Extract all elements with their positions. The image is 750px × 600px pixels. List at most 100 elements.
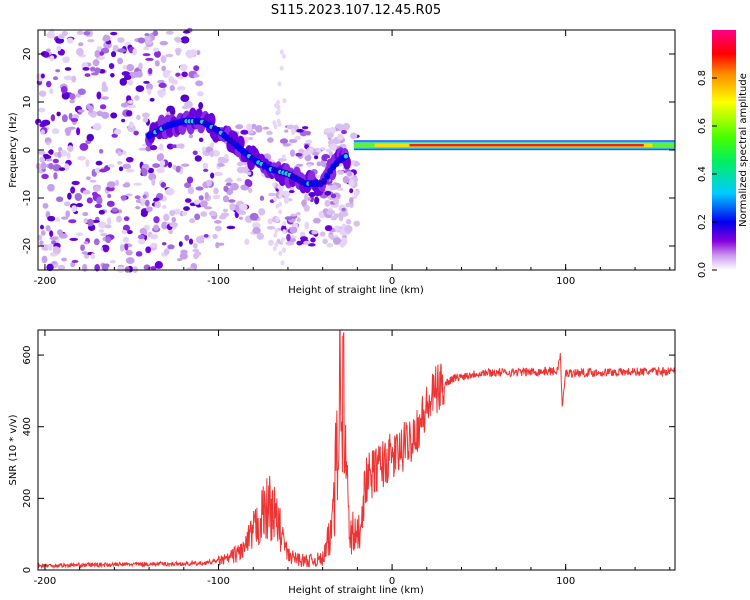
noise-blob: [189, 218, 196, 224]
noise-blob: [296, 211, 301, 216]
noise-blob: [282, 229, 287, 235]
noise-blob: [160, 55, 167, 64]
noise-blob: [63, 163, 70, 172]
noise-blob: [132, 48, 138, 56]
noise-blob: [117, 37, 125, 43]
noise-blob: [82, 263, 88, 272]
noise-blob: [209, 142, 215, 149]
noise-blob: [87, 39, 95, 43]
noise-blob: [153, 216, 160, 224]
ridge-peak: [343, 154, 349, 159]
noise-blob: [284, 129, 289, 133]
figure-title: S115.2023.107.12.45.R05: [271, 3, 441, 18]
noise-blob: [303, 204, 310, 212]
noise-blob: [189, 49, 198, 56]
noise-blob: [40, 230, 46, 236]
noise-blob: [38, 90, 47, 97]
noise-blob: [326, 132, 335, 139]
noise-blob: [113, 128, 122, 135]
noise-blob: [268, 192, 276, 197]
y-tick-label: 400: [22, 417, 33, 436]
noise-blob: [240, 129, 249, 135]
noise-blob: [134, 195, 141, 200]
noise-blob: [122, 236, 129, 243]
noise-blob: [192, 150, 198, 156]
noise-blob: [125, 168, 135, 173]
noise-blob: [329, 143, 337, 151]
noise-blob: [138, 62, 143, 70]
noise-blob: [146, 206, 153, 212]
noise-blob: [122, 224, 131, 232]
noise-blob: [61, 91, 70, 100]
noise-blob: [192, 248, 200, 253]
noise-blob: [341, 129, 347, 135]
noise-blob: [305, 130, 311, 136]
noise-blob: [195, 80, 204, 87]
noise-blob: [169, 209, 176, 217]
noise-blob: [86, 197, 93, 204]
noise-blob: [67, 145, 74, 153]
y-tick-label: 20: [22, 48, 33, 61]
noise-blob: [135, 85, 145, 93]
noise-blob: [102, 34, 111, 42]
noise-blob: [324, 225, 333, 232]
noise-blob: [311, 229, 319, 235]
noise-blob: [135, 251, 143, 257]
noise-blob: [46, 263, 54, 272]
noise-blob: [89, 66, 96, 72]
noise-blob: [198, 102, 204, 110]
colorbar-tick-label: 0.2: [697, 214, 708, 230]
noise-blob: [304, 221, 310, 230]
noise-blob: [60, 86, 68, 94]
noise-blob: [326, 209, 336, 216]
noise-blob: [45, 225, 51, 232]
snr-frame: [37, 329, 676, 571]
noise-blob: [83, 241, 89, 245]
noise-blob: [91, 219, 100, 223]
noise-blob: [197, 91, 204, 97]
noise-blob: [92, 123, 102, 131]
noise-blob: [282, 98, 287, 104]
noise-blob: [71, 180, 80, 186]
noise-blob: [94, 67, 101, 74]
noise-blob: [171, 144, 178, 148]
noise-blob: [46, 48, 51, 52]
noise-blob: [278, 250, 283, 256]
spectrogram-y-label: Frequency (Hz): [8, 112, 19, 188]
noise-blob: [159, 40, 169, 46]
noise-blob: [115, 179, 120, 186]
noise-blob: [82, 211, 89, 217]
noise-blob: [272, 182, 277, 188]
noise-blob: [87, 218, 94, 227]
noise-blob: [117, 150, 123, 157]
snr-panel: -200 -100 0 100 0 200 400 600 Height of straig…: [8, 329, 676, 596]
noise-blob: [55, 217, 61, 222]
noise-blob: [61, 114, 68, 123]
noise-blob: [127, 100, 134, 104]
noise-blob: [51, 261, 57, 265]
noise-blob: [96, 45, 103, 52]
noise-blob: [102, 245, 110, 253]
noise-blob: [177, 86, 186, 91]
noise-blob: [107, 193, 112, 199]
noise-blob: [225, 182, 232, 186]
noise-blob: [136, 70, 143, 78]
noise-blob: [83, 218, 88, 224]
noise-blob: [90, 253, 96, 260]
noise-blob: [75, 232, 84, 237]
x-tick-label: 100: [556, 276, 575, 287]
noise-blob: [152, 30, 159, 37]
noise-blob: [153, 197, 160, 201]
noise-blob: [121, 71, 130, 77]
noise-blob: [138, 147, 147, 151]
noise-blob: [57, 34, 65, 40]
noise-blob: [56, 196, 64, 203]
noise-blob: [184, 234, 190, 241]
noise-blob: [301, 126, 309, 130]
noise-blob: [176, 258, 183, 262]
noise-blob: [129, 121, 134, 128]
noise-blob: [101, 85, 109, 93]
noise-blob: [212, 194, 221, 200]
noise-blob: [182, 105, 189, 110]
noise-blob: [267, 218, 273, 225]
